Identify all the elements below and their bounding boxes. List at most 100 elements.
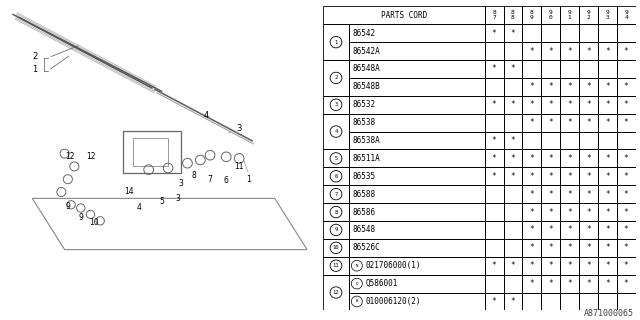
Text: *: *: [605, 82, 609, 92]
Text: *: *: [548, 82, 553, 92]
Text: 86542A: 86542A: [353, 47, 380, 56]
Bar: [504, 132, 522, 149]
Bar: [522, 292, 541, 310]
Text: *: *: [492, 136, 497, 145]
Text: 86588: 86588: [353, 190, 376, 199]
Text: *: *: [548, 100, 553, 109]
Bar: [579, 239, 598, 257]
Bar: [484, 203, 504, 221]
Text: *: *: [605, 190, 609, 199]
Bar: [579, 114, 598, 132]
Bar: [617, 275, 636, 292]
Text: 86542: 86542: [353, 29, 376, 38]
Bar: [349, 60, 484, 78]
Text: *: *: [529, 279, 534, 288]
Text: 12: 12: [333, 290, 339, 295]
Text: Q: Q: [356, 282, 358, 285]
Text: *: *: [586, 154, 591, 163]
Bar: [349, 221, 484, 239]
Text: *: *: [492, 172, 497, 181]
Bar: [541, 132, 560, 149]
Text: N: N: [356, 264, 358, 268]
Bar: [560, 275, 579, 292]
Text: 11: 11: [234, 162, 244, 171]
Text: *: *: [624, 100, 628, 109]
Text: B: B: [356, 300, 358, 303]
Text: 8
7: 8 7: [492, 10, 496, 20]
Bar: [522, 149, 541, 167]
Text: PARTS CORD: PARTS CORD: [381, 11, 427, 20]
Text: 5: 5: [334, 156, 338, 161]
Text: *: *: [548, 118, 553, 127]
Text: 3: 3: [175, 194, 180, 203]
Bar: [598, 221, 617, 239]
Bar: [349, 132, 484, 149]
Text: 8: 8: [191, 172, 196, 180]
Bar: [579, 149, 598, 167]
Text: *: *: [529, 261, 534, 270]
Text: *: *: [567, 225, 572, 235]
Text: *: *: [586, 47, 591, 56]
Bar: [323, 203, 349, 221]
Text: *: *: [567, 208, 572, 217]
Bar: [541, 114, 560, 132]
Bar: [617, 6, 636, 24]
Text: *: *: [586, 172, 591, 181]
Text: 86532: 86532: [353, 100, 376, 109]
Text: *: *: [529, 243, 534, 252]
Bar: [522, 275, 541, 292]
Text: 3: 3: [179, 180, 184, 188]
Bar: [522, 42, 541, 60]
Text: *: *: [605, 225, 609, 235]
Bar: [579, 185, 598, 203]
Bar: [541, 6, 560, 24]
Bar: [484, 6, 504, 24]
Text: *: *: [529, 154, 534, 163]
Text: 9
0: 9 0: [548, 10, 552, 20]
Bar: [484, 221, 504, 239]
Text: *: *: [529, 82, 534, 92]
Text: 9: 9: [65, 202, 70, 211]
Text: 7: 7: [207, 175, 212, 184]
Text: 8
9: 8 9: [530, 10, 534, 20]
Text: 8
8: 8 8: [511, 10, 515, 20]
Text: *: *: [548, 47, 553, 56]
Bar: [522, 221, 541, 239]
Bar: [484, 292, 504, 310]
Bar: [617, 149, 636, 167]
Bar: [323, 149, 349, 167]
Bar: [522, 203, 541, 221]
Bar: [579, 132, 598, 149]
Text: *: *: [605, 100, 609, 109]
Text: 86548: 86548: [353, 225, 376, 235]
Bar: [541, 257, 560, 275]
Text: *: *: [567, 279, 572, 288]
Text: 6: 6: [334, 174, 338, 179]
Text: 8: 8: [334, 210, 338, 214]
Text: 4: 4: [204, 111, 209, 120]
Bar: [349, 96, 484, 114]
Bar: [579, 257, 598, 275]
Bar: [560, 257, 579, 275]
Bar: [484, 275, 504, 292]
Text: 021706000(1): 021706000(1): [365, 261, 421, 270]
Text: 4: 4: [334, 129, 338, 134]
Text: *: *: [624, 243, 628, 252]
Text: *: *: [548, 261, 553, 270]
Bar: [598, 257, 617, 275]
Text: 86548B: 86548B: [353, 82, 380, 92]
Text: *: *: [586, 118, 591, 127]
Bar: [484, 167, 504, 185]
Bar: [504, 42, 522, 60]
Text: 2: 2: [334, 76, 338, 80]
Bar: [323, 24, 349, 60]
Text: *: *: [624, 279, 628, 288]
Bar: [349, 275, 484, 292]
Text: 3: 3: [236, 124, 241, 133]
Text: *: *: [586, 279, 591, 288]
Text: *: *: [548, 154, 553, 163]
Bar: [484, 239, 504, 257]
Bar: [323, 275, 349, 310]
Text: 9: 9: [78, 213, 83, 222]
Text: 5: 5: [159, 197, 164, 206]
